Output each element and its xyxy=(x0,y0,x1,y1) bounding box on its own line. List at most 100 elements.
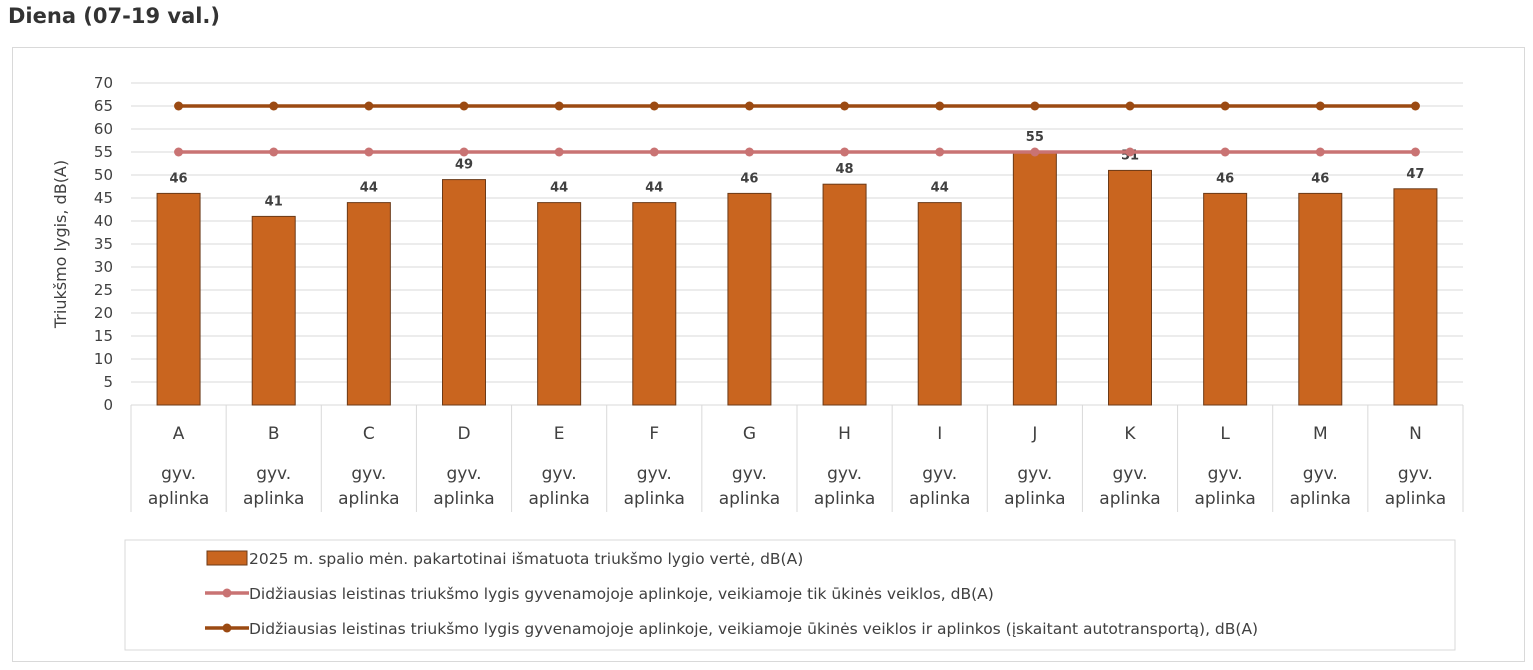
y-tick-label: 25 xyxy=(94,281,113,299)
limit-65-point xyxy=(840,101,850,111)
y-tick-label: 65 xyxy=(94,97,113,115)
limit-55-point xyxy=(1030,147,1040,157)
x-group-label-line1: gyv. xyxy=(1113,464,1148,484)
bar xyxy=(1203,192,1248,406)
limit-55-point xyxy=(1125,147,1135,157)
limit-65-point xyxy=(269,101,279,111)
y-tick-label: 60 xyxy=(94,120,113,138)
limit-55-point xyxy=(364,147,374,157)
x-category-label: E xyxy=(554,424,565,444)
bar xyxy=(1108,169,1152,406)
limit-55-point xyxy=(554,147,564,157)
x-group-label-line1: gyv. xyxy=(1208,464,1243,484)
chart-svg: 0 5 10 15 20 25 30 35 40 45 50 55 60 65 70 Triukšmo lyg… xyxy=(51,74,1464,651)
limit-65-point xyxy=(935,101,945,111)
bar xyxy=(1393,188,1438,406)
bar xyxy=(917,202,962,406)
y-tick-label: 45 xyxy=(94,189,113,207)
bar-data-label: 44 xyxy=(645,181,663,196)
legend-swatch-marker-55 xyxy=(222,588,232,598)
x-group-label-line2: aplinka xyxy=(243,489,304,509)
x-group-label-line1: gyv. xyxy=(542,464,577,484)
bar xyxy=(1012,151,1057,406)
x-group-label-line2: aplinka xyxy=(1290,489,1351,509)
y-tick-label: 15 xyxy=(94,327,113,345)
y-tick-label: 40 xyxy=(94,212,113,230)
bar-data-label: 47 xyxy=(1406,167,1424,182)
x-group-label-line1: gyv. xyxy=(256,464,291,484)
bar-data-label: 41 xyxy=(265,194,283,209)
legend-swatch-marker-65 xyxy=(222,623,232,633)
x-group-label-line2: aplinka xyxy=(909,489,970,509)
bar-data-label: 55 xyxy=(1026,130,1044,145)
x-category-label: K xyxy=(1124,424,1136,444)
y-tick-label: 10 xyxy=(94,350,113,368)
bar-data-label: 44 xyxy=(360,181,378,196)
bar xyxy=(822,183,867,406)
limit-55-point xyxy=(935,147,945,157)
x-group-label-line2: aplinka xyxy=(433,489,494,509)
bar xyxy=(1298,192,1343,406)
limit-65-point xyxy=(1220,101,1230,111)
x-category-label: I xyxy=(937,424,942,444)
x-group-label-line1: gyv. xyxy=(637,464,672,484)
bar xyxy=(346,202,391,406)
bar xyxy=(727,192,772,406)
x-category-label: G xyxy=(743,424,756,444)
x-group-label-line1: gyv. xyxy=(922,464,957,484)
limit-65-point xyxy=(1410,101,1420,111)
x-group-label-line1: gyv. xyxy=(1017,464,1052,484)
x-category-label: J xyxy=(1031,424,1037,444)
bar-data-label: 46 xyxy=(740,171,758,186)
bar xyxy=(156,192,201,406)
x-category-label: N xyxy=(1409,424,1422,444)
limit-55-point xyxy=(174,147,184,157)
limit-65-point xyxy=(649,101,659,111)
x-group-label-line1: gyv. xyxy=(161,464,196,484)
x-group-label-line2: aplinka xyxy=(1004,489,1065,509)
page-title: Diena (07-19 val.) xyxy=(8,4,221,28)
bar-data-label: 49 xyxy=(455,158,473,173)
x-group-label-line2: aplinka xyxy=(1099,489,1160,509)
y-tick-label: 20 xyxy=(94,304,113,322)
y-tick-label: 30 xyxy=(94,258,113,276)
y-tick-label: 35 xyxy=(94,235,113,253)
x-group-label-line1: gyv. xyxy=(1303,464,1338,484)
limit-55-point xyxy=(840,147,850,157)
x-group-label-line2: aplinka xyxy=(1194,489,1255,509)
x-group-label-line1: gyv. xyxy=(732,464,767,484)
x-category-label: H xyxy=(838,424,851,444)
limit-65-point xyxy=(554,101,564,111)
bar-data-label: 44 xyxy=(550,181,568,196)
legend-entry-label: Didžiausias leistinas triukšmo lygis gyv… xyxy=(249,620,1258,638)
x-category-label: B xyxy=(268,424,280,444)
y-tick-label: 5 xyxy=(103,373,113,391)
limit-55-point xyxy=(459,147,469,157)
limit-55-point xyxy=(269,147,279,157)
bar-data-label: 46 xyxy=(1311,171,1329,186)
y-tick-label: 0 xyxy=(103,396,113,414)
x-group-label-line2: aplinka xyxy=(1385,489,1446,509)
x-group-label-line1: gyv. xyxy=(351,464,386,484)
bar-data-label: 46 xyxy=(170,171,188,186)
bar xyxy=(632,202,677,406)
x-group-label-line2: aplinka xyxy=(148,489,209,509)
limit-65-point xyxy=(174,101,184,111)
x-category-label: L xyxy=(1220,424,1230,444)
limit-55-point xyxy=(1410,147,1420,157)
limit-55-point xyxy=(1315,147,1325,157)
limit-55-point xyxy=(649,147,659,157)
x-group-label-line1: gyv. xyxy=(447,464,482,484)
x-group-label-line2: aplinka xyxy=(338,489,399,509)
bar xyxy=(251,215,296,406)
x-category-label: D xyxy=(457,424,470,444)
y-axis-title: Triukšmo lygis, dB(A) xyxy=(51,160,70,329)
bar-data-label: 46 xyxy=(1216,171,1234,186)
bar xyxy=(442,179,486,406)
limit-55-point xyxy=(744,147,754,157)
bar-data-label: 44 xyxy=(931,181,949,196)
legend-entry-label: Didžiausias leistinas triukšmo lygis gyv… xyxy=(249,585,994,603)
bar-data-label: 48 xyxy=(836,162,854,177)
limit-65-point xyxy=(1030,101,1040,111)
x-category-label: A xyxy=(173,424,185,444)
